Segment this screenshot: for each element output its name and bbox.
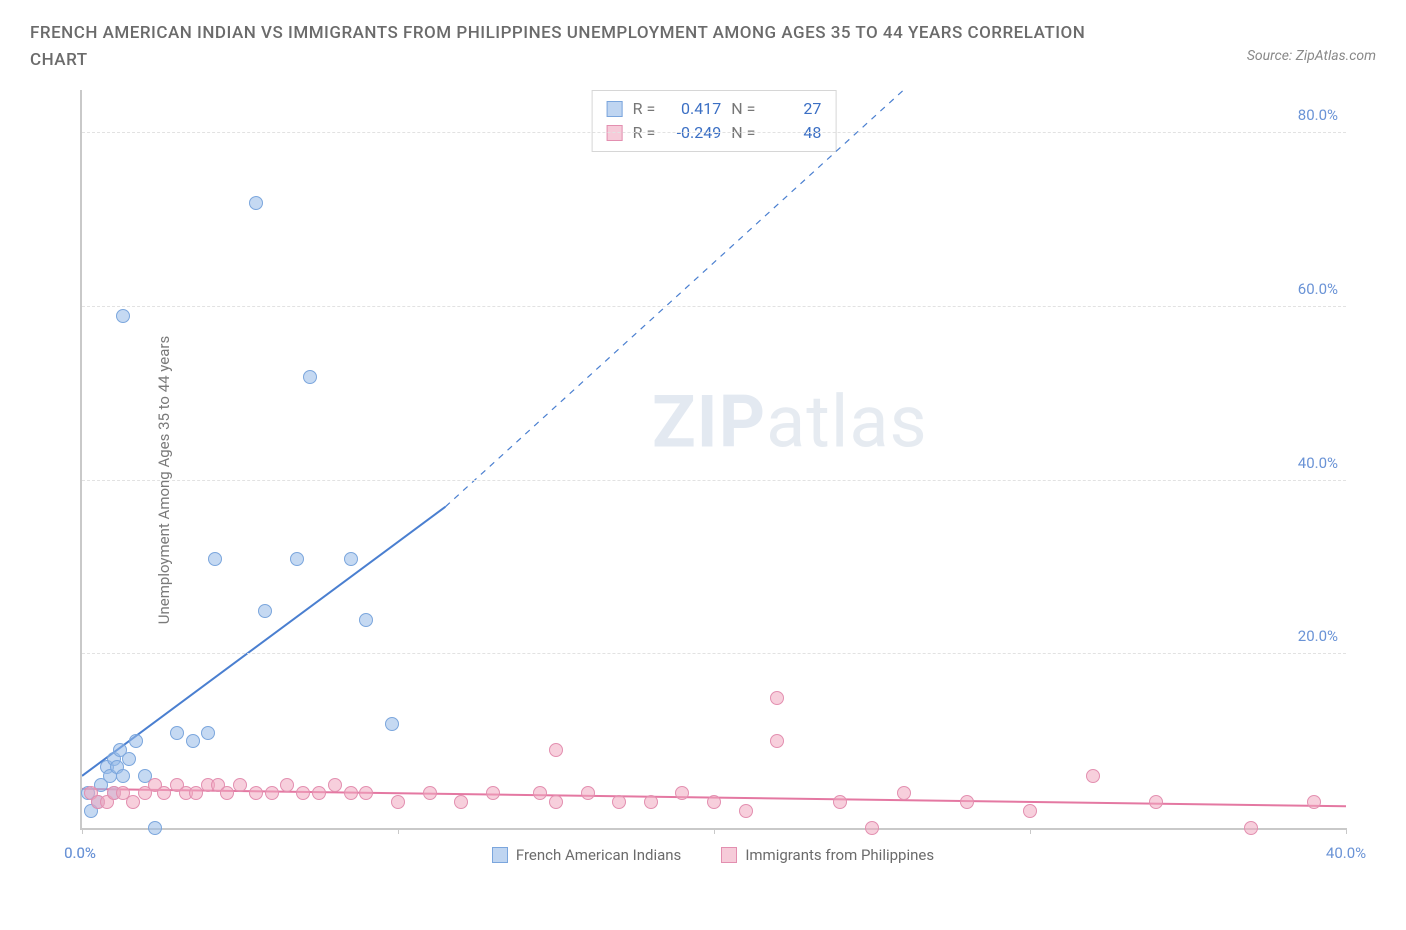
legend-label-pink: Immigrants from Philippines	[745, 846, 934, 864]
scatter-plot: ZIPatlas R = 0.417 N = 27 R = -0.249 N =…	[80, 90, 1346, 830]
point-pink	[344, 786, 358, 800]
point-pink	[770, 734, 784, 748]
point-pink	[486, 786, 500, 800]
gridline	[82, 653, 1346, 654]
n-label: N =	[731, 97, 755, 121]
point-pink	[423, 786, 437, 800]
point-blue	[122, 752, 136, 766]
point-pink	[233, 778, 247, 792]
point-blue	[290, 552, 304, 566]
point-pink	[1086, 769, 1100, 783]
title-area: FRENCH AMERICAN INDIAN VS IMMIGRANTS FRO…	[30, 20, 1376, 80]
point-pink	[157, 786, 171, 800]
point-blue	[258, 604, 272, 618]
plot-wrap: Unemployment Among Ages 35 to 44 years Z…	[30, 90, 1376, 870]
chart-title: FRENCH AMERICAN INDIAN VS IMMIGRANTS FRO…	[30, 20, 1130, 74]
point-pink	[581, 786, 595, 800]
point-pink	[675, 786, 689, 800]
legend-item-pink: Immigrants from Philippines	[721, 846, 934, 864]
point-blue	[208, 552, 222, 566]
point-pink	[770, 691, 784, 705]
point-pink	[865, 821, 879, 835]
point-pink	[739, 804, 753, 818]
point-blue	[116, 309, 130, 323]
stats-box: R = 0.417 N = 27 R = -0.249 N = 48	[592, 90, 837, 152]
point-blue	[129, 734, 143, 748]
point-pink	[220, 786, 234, 800]
gridline	[82, 132, 1346, 133]
xtick-mark	[82, 828, 83, 834]
point-pink	[280, 778, 294, 792]
ytick-label: 60.0%	[1298, 280, 1338, 298]
point-blue	[170, 726, 184, 740]
point-pink	[549, 743, 563, 757]
swatch-blue-icon	[492, 847, 508, 863]
point-pink	[391, 795, 405, 809]
r-label: R =	[633, 97, 656, 121]
point-pink	[707, 795, 721, 809]
ytick-label: 40.0%	[1298, 454, 1338, 472]
xtick-mark	[398, 828, 399, 834]
trend-lines	[82, 90, 1346, 828]
point-blue	[201, 726, 215, 740]
n-value-blue: 27	[765, 97, 821, 121]
swatch-blue-icon	[607, 101, 623, 117]
point-pink	[1244, 821, 1258, 835]
point-pink	[359, 786, 373, 800]
swatch-pink-icon	[721, 847, 737, 863]
point-pink	[1307, 795, 1321, 809]
point-pink	[644, 795, 658, 809]
point-pink	[454, 795, 468, 809]
point-pink	[960, 795, 974, 809]
xtick-mark	[1346, 828, 1347, 834]
point-pink	[897, 786, 911, 800]
legend-item-blue: French American Indians	[492, 846, 681, 864]
point-blue	[344, 552, 358, 566]
ytick-label: 80.0%	[1298, 106, 1338, 124]
point-pink	[249, 786, 263, 800]
point-blue	[303, 370, 317, 384]
point-pink	[549, 795, 563, 809]
xtick-label: 0.0%	[64, 844, 96, 862]
gridline	[82, 480, 1346, 481]
gridline	[82, 306, 1346, 307]
point-pink	[833, 795, 847, 809]
point-blue	[359, 613, 373, 627]
point-blue	[116, 769, 130, 783]
point-pink	[126, 795, 140, 809]
point-blue	[249, 196, 263, 210]
point-pink	[189, 786, 203, 800]
point-blue	[148, 821, 162, 835]
source-attribution: Source: ZipAtlas.com	[1247, 48, 1376, 64]
legend-label-blue: French American Indians	[516, 846, 681, 864]
point-blue	[385, 717, 399, 731]
stats-row-blue: R = 0.417 N = 27	[607, 97, 822, 121]
xtick-mark	[714, 828, 715, 834]
point-pink	[1149, 795, 1163, 809]
point-pink	[1023, 804, 1037, 818]
point-pink	[533, 786, 547, 800]
r-value-blue: 0.417	[665, 97, 721, 121]
point-pink	[312, 786, 326, 800]
point-pink	[265, 786, 279, 800]
point-pink	[328, 778, 342, 792]
xtick-label: 40.0%	[1326, 844, 1366, 862]
point-pink	[612, 795, 626, 809]
ytick-label: 20.0%	[1298, 627, 1338, 645]
legend: French American Indians Immigrants from …	[80, 840, 1346, 870]
watermark: ZIPatlas	[652, 380, 928, 465]
point-pink	[296, 786, 310, 800]
xtick-mark	[1030, 828, 1031, 834]
point-blue	[186, 734, 200, 748]
